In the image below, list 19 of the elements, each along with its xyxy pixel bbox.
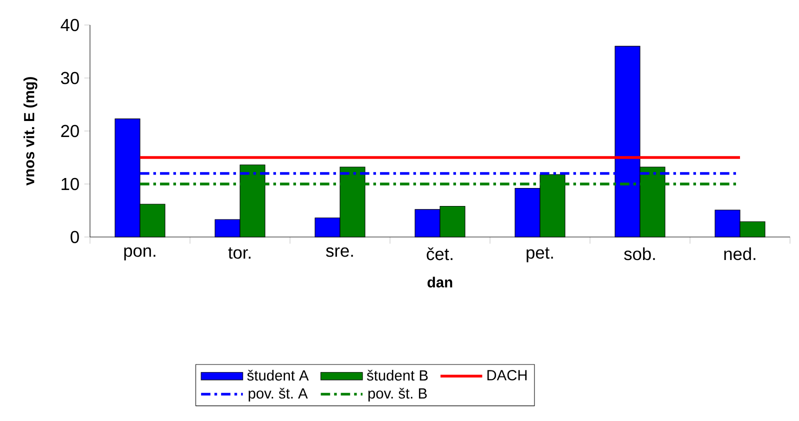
legend-label: študent A bbox=[247, 370, 309, 381]
x-tick-label: pet. bbox=[526, 247, 553, 262]
legend-label: pov. št. B bbox=[368, 388, 427, 402]
x-tick-label: tor. bbox=[228, 247, 250, 259]
y-tick-label: 30 bbox=[60, 72, 79, 84]
legend-label: DACH bbox=[487, 370, 527, 380]
x-tick-label: ned. bbox=[724, 247, 756, 260]
legend-label: študent B bbox=[366, 370, 428, 381]
x-tick-label: pon. bbox=[124, 247, 156, 260]
y-tick-label: 0 bbox=[70, 230, 79, 244]
y-axis-title: vnos vit. E (mg) bbox=[24, 77, 38, 186]
x-tick-label: čet. bbox=[426, 247, 452, 260]
legend-label: pov. št. A bbox=[248, 388, 308, 402]
y-tick-label: 20 bbox=[61, 124, 79, 138]
y-tick-label: 40 bbox=[60, 18, 79, 32]
x-tick-label: sob. bbox=[624, 247, 655, 260]
y-tick-label: 10 bbox=[62, 178, 79, 190]
x-axis-title: dan bbox=[428, 276, 452, 288]
x-tick-label: sre. bbox=[326, 247, 353, 257]
